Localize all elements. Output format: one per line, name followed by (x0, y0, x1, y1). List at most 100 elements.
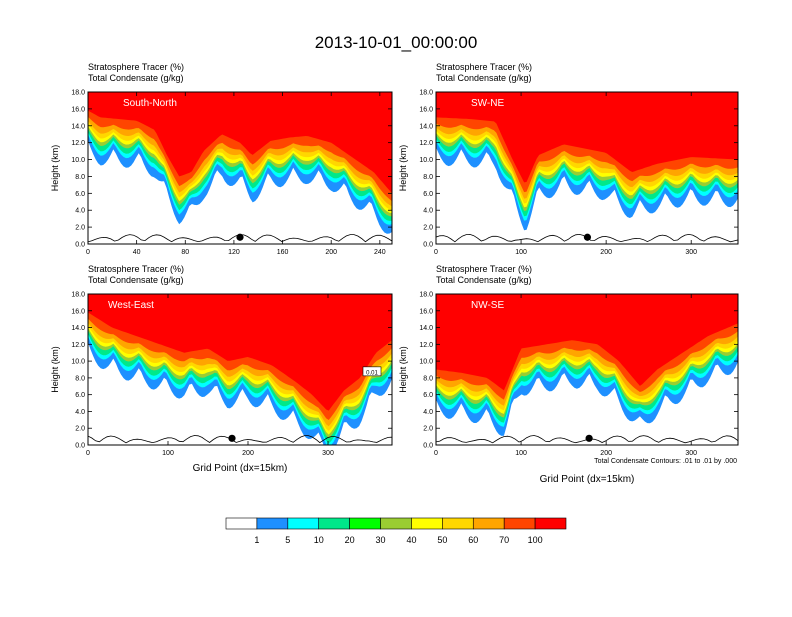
condensate-header: Total Condensate (g/kg) (88, 73, 184, 83)
colorbar-tick-label: 1 (254, 535, 259, 545)
plot-frame (435, 91, 739, 245)
plot-frame (87, 91, 393, 245)
panel-0: South-North Stratosphere Tracer (%)Total … (50, 62, 393, 256)
x-axis-label: Grid Point (dx=15km) (540, 474, 635, 485)
x-tick-label: 240 (374, 249, 386, 256)
y-tick-label: 0.0 (75, 242, 85, 249)
colorbar-swatch (287, 517, 320, 530)
tracer-header: Stratosphere Tracer (%) (436, 264, 532, 274)
y-tick-label: 8.0 (423, 375, 433, 382)
y-tick-label: 8.0 (75, 375, 85, 382)
y-tick-label: 6.0 (423, 191, 433, 198)
tracer-field (436, 92, 738, 244)
y-axis-label: Height (km) (398, 346, 408, 393)
tracer-core (88, 92, 392, 194)
colorbar-tick-label: 5 (285, 535, 290, 545)
colorbar-tick-label: 10 (314, 535, 324, 545)
tracer-header: Stratosphere Tracer (%) (436, 62, 532, 72)
y-tick-label: 10.0 (71, 359, 85, 366)
y-tick-label: 18.0 (419, 90, 433, 97)
colorbar-tick-label: 30 (376, 535, 386, 545)
y-tick-label: 4.0 (423, 409, 433, 416)
x-tick-label: 40 (133, 249, 141, 256)
colorbar-swatch (318, 517, 350, 530)
y-tick-label: 4.0 (423, 208, 433, 215)
main-title: 2013-10-01_00:00:00 (315, 33, 478, 52)
colorbar-swatch (380, 517, 412, 530)
tracer-core (436, 92, 738, 183)
x-tick-label: 0 (434, 249, 438, 256)
plot-frame (435, 293, 739, 446)
panel-label: SW-NE (471, 98, 504, 109)
y-tick-label: 10.0 (419, 359, 433, 366)
contour-note: Total Condensate Contours: .01 to .01 by… (594, 458, 737, 465)
y-tick-label: 2.0 (423, 426, 433, 433)
condensate-header: Total Condensate (g/kg) (436, 275, 532, 285)
terrain-contour (88, 435, 392, 444)
y-tick-label: 18.0 (419, 292, 433, 299)
y-tick-label: 2.0 (75, 426, 85, 433)
y-tick-label: 6.0 (75, 191, 85, 198)
colorbar-tick-label: 60 (468, 535, 478, 545)
y-tick-label: 14.0 (419, 123, 433, 130)
x-tick-label: 200 (600, 249, 612, 256)
colorbar-tick-label: 20 (345, 535, 355, 545)
y-tick-label: 0.0 (423, 443, 433, 450)
y-tick-label: 10.0 (419, 157, 433, 164)
y-tick-label: 2.0 (75, 225, 85, 232)
colorbar-swatch (256, 517, 289, 530)
y-tick-label: 16.0 (419, 308, 433, 315)
x-tick-label: 0 (86, 249, 90, 256)
y-tick-label: 12.0 (71, 140, 85, 147)
x-tick-label: 0 (434, 450, 438, 457)
y-axis-label: Height (km) (50, 346, 60, 393)
x-tick-label: 120 (228, 249, 240, 256)
colorbar-tick-label: 70 (499, 535, 509, 545)
x-tick-label: 100 (515, 249, 527, 256)
location-marker (585, 434, 593, 442)
y-tick-label: 16.0 (419, 106, 433, 113)
colorbar-tick-label: 50 (437, 535, 447, 545)
y-tick-label: 8.0 (423, 174, 433, 181)
panel-2: West-East Stratosphere Tracer (%)Total Co… (50, 264, 393, 474)
x-tick-label: 200 (242, 450, 254, 457)
x-tick-label: 160 (277, 249, 289, 256)
x-tick-label: 200 (600, 450, 612, 457)
colorbar-swatch (442, 517, 474, 530)
y-axis-label: Height (km) (50, 145, 60, 192)
y-tick-label: 16.0 (71, 308, 85, 315)
x-tick-label: 300 (685, 249, 697, 256)
y-tick-label: 6.0 (423, 392, 433, 399)
tracer-field (88, 294, 392, 445)
condensate-header: Total Condensate (g/kg) (436, 73, 532, 83)
panel-label: South-North (123, 98, 177, 109)
x-tick-label: 200 (325, 249, 337, 256)
tracer-field (88, 92, 392, 244)
colorbar-swatch (503, 517, 536, 530)
x-tick-label: 100 (515, 450, 527, 457)
colorbar-swatch (534, 517, 567, 530)
tracer-header: Stratosphere Tracer (%) (88, 264, 184, 274)
panel-1: SW-NE Stratosphere Tracer (%)Total Conden… (398, 62, 739, 256)
y-axis-label: Height (km) (398, 145, 408, 192)
y-tick-label: 14.0 (71, 123, 85, 130)
y-tick-label: 14.0 (71, 325, 85, 332)
y-tick-label: 12.0 (419, 140, 433, 147)
colorbar-tick-label: 100 (528, 535, 543, 545)
tracer-core (436, 294, 738, 391)
y-tick-label: 2.0 (423, 225, 433, 232)
location-marker (236, 233, 244, 241)
colorbar: 1 5 10 20 30 40 50 60 70 100 (225, 517, 567, 545)
y-tick-label: 18.0 (71, 292, 85, 299)
y-tick-label: 8.0 (75, 174, 85, 181)
x-axis-label: Grid Point (dx=15km) (193, 463, 288, 474)
y-tick-label: 0.0 (423, 242, 433, 249)
x-tick-label: 0 (86, 450, 90, 457)
x-tick-label: 100 (162, 450, 174, 457)
tracer-header: Stratosphere Tracer (%) (88, 62, 184, 72)
location-marker (583, 233, 592, 241)
x-tick-label: 300 (685, 450, 697, 457)
location-marker (228, 434, 236, 442)
y-tick-label: 16.0 (71, 106, 85, 113)
